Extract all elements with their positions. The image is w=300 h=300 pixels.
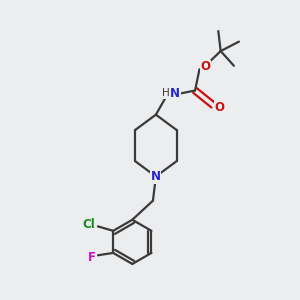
Text: Cl: Cl (83, 218, 95, 231)
Text: F: F (88, 251, 96, 264)
Text: H: H (162, 88, 170, 98)
Text: O: O (215, 101, 225, 114)
Text: O: O (200, 61, 210, 74)
Text: N: N (170, 87, 180, 100)
Text: N: N (151, 170, 161, 183)
